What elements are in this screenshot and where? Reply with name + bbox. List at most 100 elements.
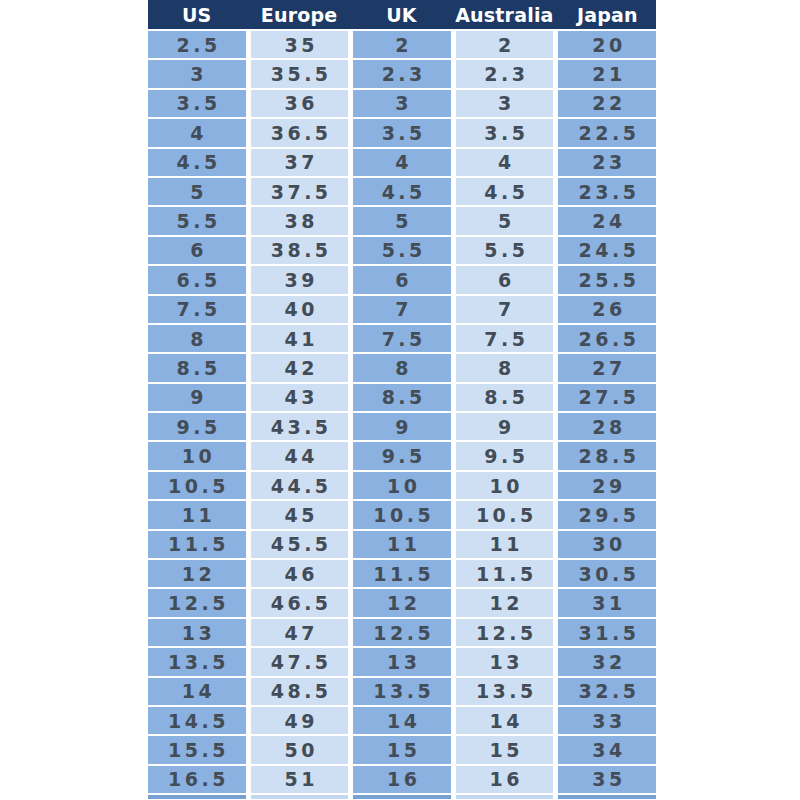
table-cell: 41 xyxy=(251,325,349,352)
table-cell: 51 xyxy=(251,766,349,793)
table-cell: 5.5 xyxy=(456,237,554,264)
table-cell: 50 xyxy=(251,736,349,763)
table-cell: 24 xyxy=(558,207,656,234)
table-cell: 12.5 xyxy=(148,589,246,616)
table-row: 114510.510.529.5 xyxy=(148,501,656,528)
table-cell: 32 xyxy=(558,648,656,675)
table-row: 15.550151534 xyxy=(148,736,656,763)
table-cell: 6.5 xyxy=(148,266,246,293)
table-cell: 24.5 xyxy=(558,237,656,264)
table-cell: 22 xyxy=(558,90,656,117)
table-cell: 31 xyxy=(558,589,656,616)
table-cell: 6 xyxy=(148,237,246,264)
table-cell: 8 xyxy=(148,325,246,352)
table-row: 12.546.5121231 xyxy=(148,589,656,616)
table-cell: 5 xyxy=(353,207,451,234)
table-cell: 11 xyxy=(456,531,554,558)
table-cell: 23 xyxy=(558,149,656,176)
table-cell: 16 xyxy=(456,766,554,793)
table-row: 10.544.5101029 xyxy=(148,472,656,499)
column-header-japan: Japan xyxy=(559,0,656,29)
table-cell: 4.5 xyxy=(148,149,246,176)
table-row: 134712.512.531.5 xyxy=(148,619,656,646)
table-cell: 23.5 xyxy=(558,178,656,205)
cropped-cell xyxy=(558,795,656,799)
table-cell: 2.3 xyxy=(456,60,554,87)
table-cell: 44.5 xyxy=(251,472,349,499)
table-cell: 8 xyxy=(353,354,451,381)
table-cell: 3 xyxy=(148,60,246,87)
table-cell: 7.5 xyxy=(353,325,451,352)
cropped-cell xyxy=(148,795,246,799)
table-cell: 11 xyxy=(148,501,246,528)
table-cell: 47.5 xyxy=(251,648,349,675)
table-cell: 3 xyxy=(456,90,554,117)
table-cell: 10.5 xyxy=(353,501,451,528)
table-cell: 13.5 xyxy=(353,678,451,705)
table-row: 9438.58.527.5 xyxy=(148,384,656,411)
table-cell: 39 xyxy=(251,266,349,293)
table-cell: 14 xyxy=(353,707,451,734)
table-row: 8417.57.526.5 xyxy=(148,325,656,352)
table-cell: 8.5 xyxy=(353,384,451,411)
cropped-cell xyxy=(456,795,554,799)
table-cell: 8.5 xyxy=(148,354,246,381)
table-cell: 46.5 xyxy=(251,589,349,616)
table-cell: 13.5 xyxy=(148,648,246,675)
table-header-row: USEuropeUKAustraliaJapan xyxy=(148,0,656,29)
table-body: 2.5352220335.52.32.3213.5363322436.53.53… xyxy=(148,29,656,793)
table-cell: 38 xyxy=(251,207,349,234)
table-cell: 3.5 xyxy=(456,119,554,146)
table-cell: 37.5 xyxy=(251,178,349,205)
table-cell: 29 xyxy=(558,472,656,499)
table-cell: 13.5 xyxy=(456,678,554,705)
table-row: 335.52.32.321 xyxy=(148,60,656,87)
table-cell: 8.5 xyxy=(456,384,554,411)
table-cell: 12.5 xyxy=(456,619,554,646)
table-cell: 36.5 xyxy=(251,119,349,146)
table-cell: 46 xyxy=(251,560,349,587)
table-cell: 7.5 xyxy=(148,296,246,323)
table-cell: 31.5 xyxy=(558,619,656,646)
table-cell: 43 xyxy=(251,384,349,411)
table-row: 436.53.53.522.5 xyxy=(148,119,656,146)
table-cell: 28 xyxy=(558,413,656,440)
cropped-row xyxy=(148,795,656,799)
table-cell: 13 xyxy=(148,619,246,646)
table-cell: 14 xyxy=(456,707,554,734)
table-row: 638.55.55.524.5 xyxy=(148,237,656,264)
table-cell: 3 xyxy=(353,90,451,117)
table-cell: 12 xyxy=(353,589,451,616)
table-cell: 4 xyxy=(148,119,246,146)
table-cell: 11 xyxy=(353,531,451,558)
table-cell: 44 xyxy=(251,442,349,469)
table-cell: 5.5 xyxy=(148,207,246,234)
table-cell: 15 xyxy=(353,736,451,763)
table-cell: 2 xyxy=(353,31,451,58)
cropped-cell xyxy=(353,795,451,799)
table-cell: 35 xyxy=(251,31,349,58)
table-row: 14.549141433 xyxy=(148,707,656,734)
table-row: 16.551161635 xyxy=(148,766,656,793)
table-row: 13.547.5131332 xyxy=(148,648,656,675)
table-cell: 16 xyxy=(353,766,451,793)
table-cell: 2 xyxy=(456,31,554,58)
table-cell: 10 xyxy=(148,442,246,469)
table-row: 124611.511.530.5 xyxy=(148,560,656,587)
cropped-cell xyxy=(251,795,349,799)
column-header-europe: Europe xyxy=(250,0,347,29)
table-cell: 30.5 xyxy=(558,560,656,587)
table-row: 4.5374423 xyxy=(148,149,656,176)
table-cell: 4 xyxy=(353,149,451,176)
table-cell: 5 xyxy=(456,207,554,234)
table-cell: 6 xyxy=(456,266,554,293)
table-cell: 35.5 xyxy=(251,60,349,87)
table-cell: 43.5 xyxy=(251,413,349,440)
table-cell: 28.5 xyxy=(558,442,656,469)
table-row: 1448.513.513.532.5 xyxy=(148,678,656,705)
table-cell: 2.3 xyxy=(353,60,451,87)
column-header-us: US xyxy=(148,0,245,29)
table-cell: 9 xyxy=(353,413,451,440)
table-cell: 48.5 xyxy=(251,678,349,705)
table-cell: 45.5 xyxy=(251,531,349,558)
